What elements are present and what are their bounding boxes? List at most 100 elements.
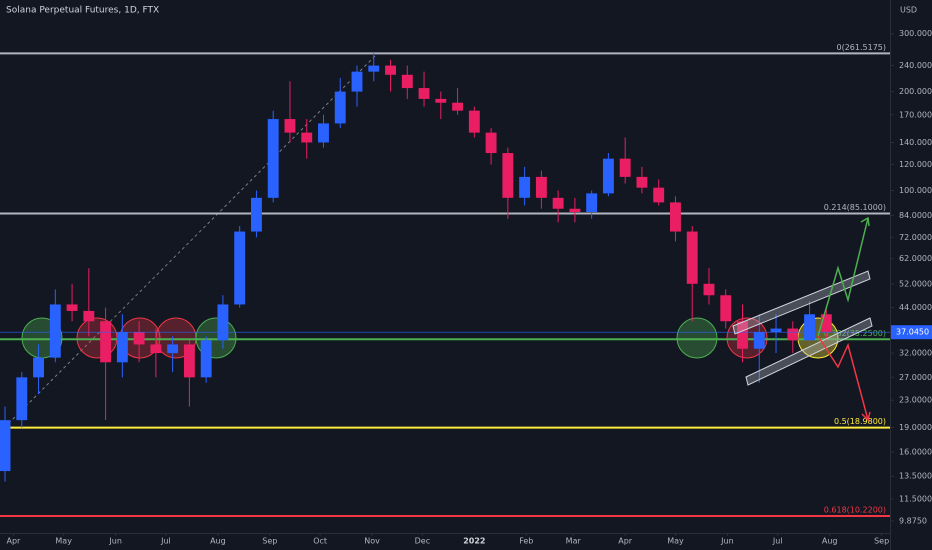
candle-body (100, 321, 112, 363)
level-label: 0.382(35.2500) (824, 329, 886, 338)
support-circle (676, 317, 718, 359)
x-tick-label: Apr (6, 537, 21, 546)
y-tick-label: 62.0000 (899, 254, 932, 263)
y-tick-label: 23.0000 (899, 396, 932, 405)
candle-body (653, 187, 665, 203)
x-tick-label: Jun (108, 537, 122, 546)
y-tick-label: 52.0000 (899, 279, 932, 288)
bull-arrow-head (860, 216, 870, 227)
candle-body (267, 119, 279, 198)
channel-band (745, 317, 873, 386)
x-tick-label: Jul (772, 537, 783, 546)
candle-body (234, 231, 246, 305)
y-tick-label: 170.0000 (899, 110, 932, 119)
candle-body (804, 314, 815, 341)
y-tick-label: 72.0000 (899, 233, 932, 242)
x-tick-label: May (667, 537, 684, 546)
candle-body (83, 310, 95, 322)
candle-body (519, 176, 531, 198)
candle-body (703, 283, 715, 296)
candle-body (468, 110, 480, 133)
y-tick-label: 32.0000 (899, 349, 932, 358)
candle-body (770, 328, 782, 333)
candle-body (602, 158, 614, 194)
candle-body (820, 314, 832, 333)
candle-body (435, 98, 447, 103)
candle-body (569, 208, 581, 213)
y-tick-label: 9.8750 (899, 516, 927, 525)
candle-body (33, 357, 44, 378)
candle-body (116, 332, 128, 363)
bear-arrow (817, 335, 869, 421)
y-tick-label: 140.0000 (899, 138, 932, 147)
x-tick-label: Jun (720, 537, 734, 546)
candle-body (670, 202, 681, 232)
last-price-box (891, 325, 932, 340)
x-tick-label: Aug (822, 537, 838, 546)
x-tick-label: May (55, 537, 72, 546)
candle-body (619, 158, 631, 177)
y-tick-label: 27.0000 (899, 373, 932, 382)
candle-body (452, 102, 464, 111)
fib-trend-line (0, 52, 379, 433)
y-tick-label: 300.0000 (899, 29, 932, 38)
level-label: 0(261.5175) (836, 43, 886, 52)
candle-body (787, 328, 799, 341)
y-tick-label: 13.5000 (899, 472, 932, 481)
bear-arrow-head (861, 411, 871, 422)
candle-body (150, 344, 162, 354)
candle-body (183, 344, 195, 378)
x-tick-label: Sep (874, 537, 889, 546)
y-tick-label: 240.0000 (899, 61, 932, 70)
candle-body (502, 153, 514, 198)
candle-body (535, 176, 547, 198)
x-tick-label: 2022 (463, 537, 485, 546)
x-tick-label: Jul (160, 537, 171, 546)
y-tick-label: 44.0000 (899, 303, 932, 312)
bull-arrow (817, 217, 869, 337)
candle-body (385, 65, 396, 75)
candle-body (351, 71, 363, 92)
candle-body (284, 119, 296, 133)
candle-body (334, 91, 346, 124)
level-label: 0.214(85.1000) (824, 203, 886, 212)
candle-body (753, 332, 765, 349)
level-label: 0.5(18.9800) (834, 417, 886, 426)
candle-body (401, 74, 413, 89)
y-tick-label: 200.0000 (899, 87, 932, 96)
chart-title: Solana Perpetual Futures, 1D, FTX (6, 6, 159, 16)
candle-body (418, 88, 430, 99)
candle-body (250, 197, 262, 232)
candle-body (368, 65, 380, 72)
x-tick-label: Oct (313, 537, 327, 546)
candle-body (167, 344, 179, 354)
candle-body (133, 332, 145, 345)
candle-body (586, 193, 598, 213)
candle-body (636, 176, 648, 188)
candle-body (0, 420, 11, 472)
candle-body (720, 295, 732, 322)
x-tick-label: Nov (364, 537, 380, 546)
candle-body (318, 123, 329, 143)
y-tick-label: 84.0000 (899, 211, 932, 220)
channel-band (732, 270, 871, 335)
y-tick-label: 19.0000 (899, 423, 932, 432)
candle-body (737, 321, 748, 349)
y-tick-label: 11.5000 (899, 495, 932, 504)
annotations-over (732, 216, 873, 422)
y-tick-label: 120.0000 (899, 160, 932, 169)
candle-body (16, 377, 28, 421)
level-label: 0.618(10.2200) (824, 505, 886, 514)
x-tick-label: Mar (566, 537, 582, 546)
candle-body (686, 231, 698, 284)
y-tick-label: 16.0000 (899, 448, 932, 457)
candle-body (301, 132, 313, 143)
candle-body (200, 340, 212, 378)
candle-body (66, 304, 78, 311)
candle-body (217, 304, 229, 341)
currency-label: USD (900, 6, 917, 15)
candle-body (485, 132, 497, 154)
last-price-label: 37.0450 (896, 328, 929, 337)
